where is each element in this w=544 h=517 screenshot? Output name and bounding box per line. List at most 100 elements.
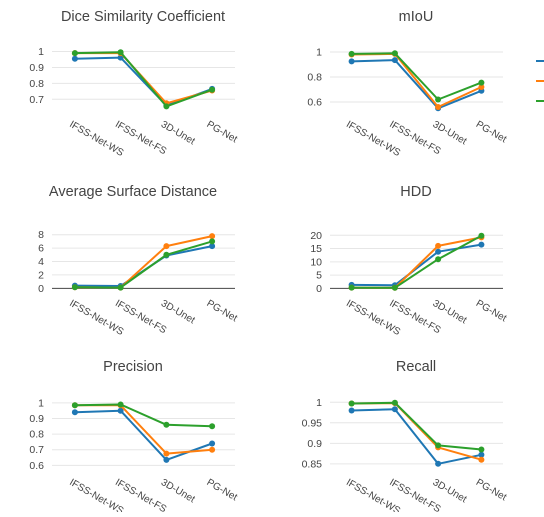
series-point-3 bbox=[435, 256, 442, 263]
series-point-3 bbox=[478, 232, 485, 239]
y-tick-label: 0.6 bbox=[29, 460, 44, 472]
series-point-2 bbox=[209, 233, 216, 240]
x-tick-label: PG-Net bbox=[474, 298, 509, 324]
series-point-1 bbox=[391, 406, 398, 413]
y-tick-label: 8 bbox=[38, 229, 44, 241]
chart-title: HDD bbox=[400, 184, 431, 200]
y-tick-label: 0 bbox=[316, 283, 322, 295]
series-point-3 bbox=[391, 50, 398, 57]
y-tick-label: 15 bbox=[310, 243, 322, 255]
series-point-1 bbox=[435, 248, 442, 255]
x-tick-label: PG-Net bbox=[474, 119, 509, 145]
series-point-2 bbox=[163, 450, 170, 457]
y-tick-label: 0.95 bbox=[302, 417, 323, 429]
y-tick-label: 1 bbox=[316, 397, 322, 409]
series-point-1 bbox=[163, 456, 170, 463]
y-tick-label: 10 bbox=[310, 256, 322, 268]
series-point-3 bbox=[478, 446, 485, 453]
series-point-3 bbox=[435, 96, 442, 103]
series-point-1 bbox=[71, 409, 78, 416]
series-point-3 bbox=[163, 251, 170, 258]
series-line-3 bbox=[351, 52, 482, 101]
x-tick-label: PG-Net bbox=[474, 477, 509, 503]
chart-title: Average Surface Distance bbox=[49, 184, 217, 200]
chart-title: Dice Similarity Coefficient bbox=[61, 9, 225, 25]
series-point-3 bbox=[71, 50, 78, 57]
series-point-2 bbox=[163, 243, 170, 250]
series-point-3 bbox=[209, 86, 216, 93]
x-tick-label: 3D-Unet bbox=[159, 119, 197, 147]
chart-panel-1: Dice Similarity Coefficient0.70.80.91IFS… bbox=[29, 9, 239, 159]
chart-panel-4: HDD05101520IFSS-Net-WSIFSS-Net-FS3D-Unet… bbox=[310, 184, 508, 338]
chart-panel-3: Average Surface Distance02468IFSS-Net-WS… bbox=[38, 184, 239, 338]
y-tick-label: 1 bbox=[38, 46, 44, 58]
chart-title: Recall bbox=[396, 359, 436, 375]
chart-title: Precision bbox=[103, 359, 163, 375]
series-line-3 bbox=[74, 403, 213, 428]
series-point-1 bbox=[209, 440, 216, 447]
series-line-3 bbox=[74, 240, 213, 289]
series-line-3 bbox=[74, 51, 213, 108]
series-point-3 bbox=[117, 284, 124, 291]
series-point-2 bbox=[478, 84, 485, 90]
y-tick-label: 0.7 bbox=[29, 444, 44, 456]
x-tick-label: 3D-Unet bbox=[159, 477, 197, 505]
series-line-2 bbox=[351, 236, 482, 289]
y-tick-label: 0.85 bbox=[302, 458, 323, 470]
series-point-3 bbox=[478, 79, 485, 86]
y-tick-label: 2 bbox=[38, 269, 44, 281]
y-tick-label: 1 bbox=[38, 397, 44, 409]
series-point-1 bbox=[391, 57, 398, 64]
y-tick-label: 1 bbox=[316, 47, 322, 59]
series-point-3 bbox=[209, 238, 216, 245]
series-point-3 bbox=[391, 399, 398, 406]
y-tick-label: 5 bbox=[316, 270, 322, 282]
series-point-3 bbox=[209, 423, 216, 430]
series-line-1 bbox=[74, 56, 213, 107]
series-line-3 bbox=[351, 401, 482, 451]
series-point-1 bbox=[209, 243, 216, 250]
y-tick-label: 0.8 bbox=[29, 429, 44, 441]
series-point-3 bbox=[163, 421, 170, 428]
series-point-3 bbox=[71, 402, 78, 409]
x-tick-label: 3D-Unet bbox=[159, 298, 197, 326]
x-tick-label: PG-Net bbox=[205, 298, 240, 324]
series-point-3 bbox=[348, 50, 355, 57]
series-point-1 bbox=[117, 407, 124, 414]
series-point-3 bbox=[348, 284, 355, 291]
y-tick-label: 0.9 bbox=[29, 62, 44, 74]
series-line-1 bbox=[351, 59, 482, 110]
series-point-1 bbox=[478, 241, 485, 248]
series-point-3 bbox=[391, 284, 398, 291]
series-point-2 bbox=[435, 242, 442, 249]
series-point-2 bbox=[209, 446, 216, 453]
series-point-1 bbox=[435, 460, 442, 467]
y-tick-label: 0.8 bbox=[307, 72, 322, 84]
series-point-1 bbox=[348, 407, 355, 414]
y-tick-label: 0.9 bbox=[29, 413, 44, 425]
series-line-1 bbox=[351, 243, 482, 287]
y-tick-label: 0.9 bbox=[307, 438, 322, 450]
series-point-3 bbox=[348, 400, 355, 407]
series-point-3 bbox=[71, 284, 78, 291]
series-line-3 bbox=[351, 234, 482, 289]
chart-title: mIoU bbox=[399, 9, 434, 25]
series-line-2 bbox=[351, 402, 482, 461]
y-tick-label: 0.8 bbox=[29, 78, 44, 90]
series-line-1 bbox=[351, 408, 482, 465]
series-point-3 bbox=[117, 49, 124, 56]
y-tick-label: 20 bbox=[310, 230, 322, 242]
chart-panel-2: mIoU0.60.81IFSS-Net-WSIFSS-Net-FS3D-Unet… bbox=[307, 9, 508, 159]
x-tick-label: PG-Net bbox=[205, 477, 240, 503]
x-tick-label: PG-Net bbox=[205, 119, 240, 145]
y-tick-label: 6 bbox=[38, 243, 44, 255]
series-point-3 bbox=[163, 103, 170, 110]
series-point-1 bbox=[348, 58, 355, 65]
series-point-2 bbox=[435, 104, 442, 110]
series-point-1 bbox=[71, 55, 78, 62]
chart-panel-6: Recall0.850.90.951IFSS-Net-WSIFSS-Net-FS… bbox=[302, 359, 509, 517]
y-tick-label: 0.6 bbox=[307, 97, 322, 109]
chart-panel-5: Precision0.60.70.80.91IFSS-Net-WSIFSS-Ne… bbox=[29, 359, 240, 517]
